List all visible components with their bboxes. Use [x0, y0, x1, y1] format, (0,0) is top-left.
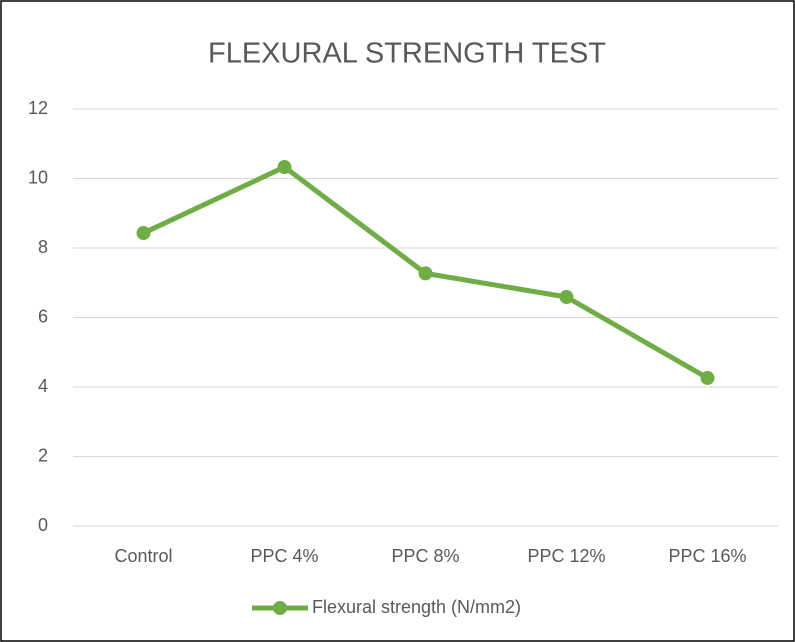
legend-marker: [273, 601, 287, 615]
chart-title: FLEXURAL STRENGTH TEST: [208, 38, 606, 70]
x-tick-label: Control: [114, 546, 172, 566]
data-point: [700, 370, 715, 385]
data-point: [277, 160, 292, 175]
y-tick-label: 0: [38, 515, 48, 535]
y-tick-label: 6: [38, 306, 48, 326]
x-tick-label: PPC 4%: [250, 546, 318, 566]
x-tick-label: PPC 16%: [668, 546, 746, 566]
y-tick-label: 2: [38, 445, 48, 465]
y-tick-label: 10: [28, 167, 48, 187]
y-tick-label: 12: [28, 98, 48, 118]
y-tick-label: 8: [38, 237, 48, 257]
legend-label: Flexural strength (N/mm2): [312, 597, 521, 617]
data-point: [418, 266, 433, 281]
y-tick-label: 4: [38, 376, 48, 396]
x-tick-label: PPC 12%: [527, 546, 605, 566]
x-tick-label: PPC 8%: [391, 546, 459, 566]
data-point: [559, 289, 574, 304]
data-point: [136, 226, 151, 241]
